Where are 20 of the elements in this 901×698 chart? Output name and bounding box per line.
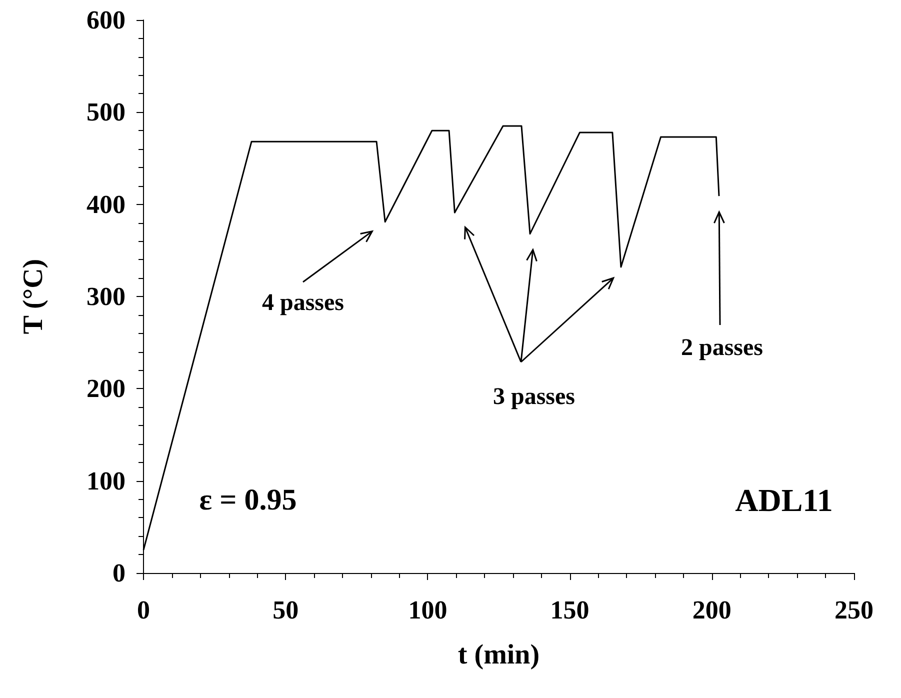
y-tick-label: 0 (112, 558, 126, 588)
annotation: 3 passes (492, 384, 576, 410)
y-axis-title: T (°C) (18, 258, 49, 334)
annotation: 4 passes (262, 290, 344, 316)
x-tick-label: 100 (408, 596, 448, 624)
y-tick-label: 500 (86, 98, 126, 127)
y-tick-label: 100 (86, 466, 126, 496)
x-tick-label: 150 (550, 596, 590, 624)
y-tick-label: 600 (86, 6, 126, 34)
x-tick-label: 250 (834, 596, 874, 624)
x-tick-label: 200 (692, 596, 732, 624)
y-tick-label: 300 (86, 282, 126, 311)
x-tick-label: 0 (137, 596, 150, 624)
annotation: ADL11 (735, 482, 833, 518)
y-tick-label: 200 (86, 374, 126, 404)
x-tick-label: 50 (272, 596, 299, 624)
annotation: 2 passes (680, 335, 764, 361)
y-tick-label: 400 (86, 190, 126, 219)
x-axis-title: t (min) (458, 640, 540, 670)
annotation: ε = 0.95 (199, 484, 297, 516)
